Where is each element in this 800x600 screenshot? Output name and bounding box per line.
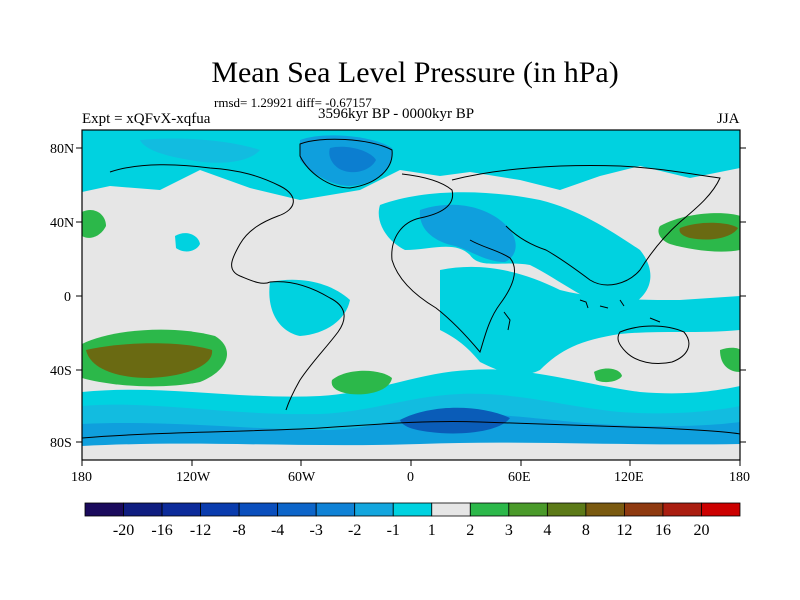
south-america-coast: [269, 281, 345, 411]
colorbar-label: -1: [387, 522, 400, 539]
colorbar-box: [354, 502, 394, 517]
lat-label-40n: 40N: [50, 216, 74, 231]
south-pacific-high-inner: [86, 343, 213, 378]
lat-label-0: 0: [64, 290, 71, 305]
colorbar-box: [585, 502, 625, 517]
europe-africa-coast: [391, 173, 515, 354]
colorbar-label: 12: [616, 522, 632, 539]
antarctic-core-2: [400, 407, 510, 434]
colorbar-label: -20: [113, 522, 134, 539]
colorbar-label: 16: [655, 522, 671, 539]
colorbar-box: [624, 502, 664, 517]
lat-label-40s: 40S: [50, 364, 72, 379]
colorbar-label: -12: [190, 522, 211, 539]
colorbar-box: [277, 502, 317, 517]
asia-negative-core: [419, 204, 516, 262]
colorbar-box: [315, 502, 356, 517]
period-label: 3596kyr BP - 0000kyr BP: [318, 106, 475, 122]
pacific-small-negative: [175, 233, 200, 252]
lat-label-80n: 80N: [50, 142, 74, 157]
lat-label-80s: 80S: [50, 436, 72, 451]
map-title: Mean Sea Level Pressure (in hPa): [211, 56, 619, 89]
lon-label-0: 0: [407, 470, 414, 485]
lon-label-60e: 60E: [508, 470, 531, 485]
colorbar-box: [200, 502, 240, 517]
maritime-islands: [503, 299, 661, 331]
south-atlantic-high: [331, 370, 392, 395]
lon-label-180w: 180: [71, 470, 92, 485]
colorbar-label: -8: [232, 522, 245, 539]
colorbar-label: -16: [151, 522, 172, 539]
colorbar-box: [431, 502, 471, 517]
colorbar-label: -4: [271, 522, 284, 539]
antarctic-light-strip: [82, 442, 740, 460]
indian-ocean-high: [594, 368, 622, 383]
lon-label-120e: 120E: [614, 470, 644, 485]
lat-axis: [76, 147, 746, 443]
rmsd-diff-stats: rmsd= 1.29921 diff= -0.67157: [214, 95, 372, 110]
coastlines: [82, 138, 740, 439]
colorbar-box: [662, 502, 702, 517]
lon-axis: [81, 460, 741, 466]
colorbar-label: 4: [543, 522, 551, 539]
colorbar-label: -2: [348, 522, 361, 539]
asia-coast: [451, 165, 721, 286]
colorbar-labels: -20 -16 -12 -8 -4 -3 -2 -1 1 2 3 4 8 12 16 20: [113, 522, 710, 539]
colorbar-box: [469, 502, 510, 517]
north-pacific-negative: [140, 138, 260, 163]
lon-label-180e: 180: [729, 470, 750, 485]
australia-coast: [617, 325, 690, 365]
south-america-negative: [269, 279, 350, 336]
colorbar-label: 3: [505, 522, 513, 539]
north-america-coast: [109, 164, 294, 284]
experiment-label: Expt = xQFvX-xqfua: [82, 111, 211, 127]
colorbar-box: [238, 502, 279, 517]
australia-east-high: [720, 347, 740, 372]
colorbar-box: [392, 502, 433, 517]
atlantic-africa-negative: [440, 266, 740, 375]
greenland-coast: [299, 138, 393, 189]
colorbar-label: 20: [693, 522, 709, 539]
north-pacific-high-east: [82, 209, 106, 238]
colorbar-box: [84, 502, 124, 517]
colorbar-label: 1: [428, 522, 436, 539]
colorbar-box: [701, 502, 741, 517]
lon-label-120w: 120W: [176, 470, 211, 485]
north-pacific-high-west-inner: [679, 222, 738, 240]
antarctica-coast: [82, 420, 740, 439]
colorbar-box: [508, 502, 548, 517]
colorbar: [84, 502, 741, 517]
colorbar-label: 8: [582, 522, 590, 539]
colorbar-box: [161, 502, 201, 517]
colorbar-box: [123, 502, 163, 517]
lon-label-60w: 60W: [288, 470, 316, 485]
colorbar-label: 2: [466, 522, 474, 539]
colorbar-label: -3: [310, 522, 323, 539]
greenland-core: [329, 146, 376, 173]
season-label: JJA: [717, 111, 740, 127]
colorbar-box: [546, 502, 587, 517]
pressure-field: [82, 130, 740, 460]
